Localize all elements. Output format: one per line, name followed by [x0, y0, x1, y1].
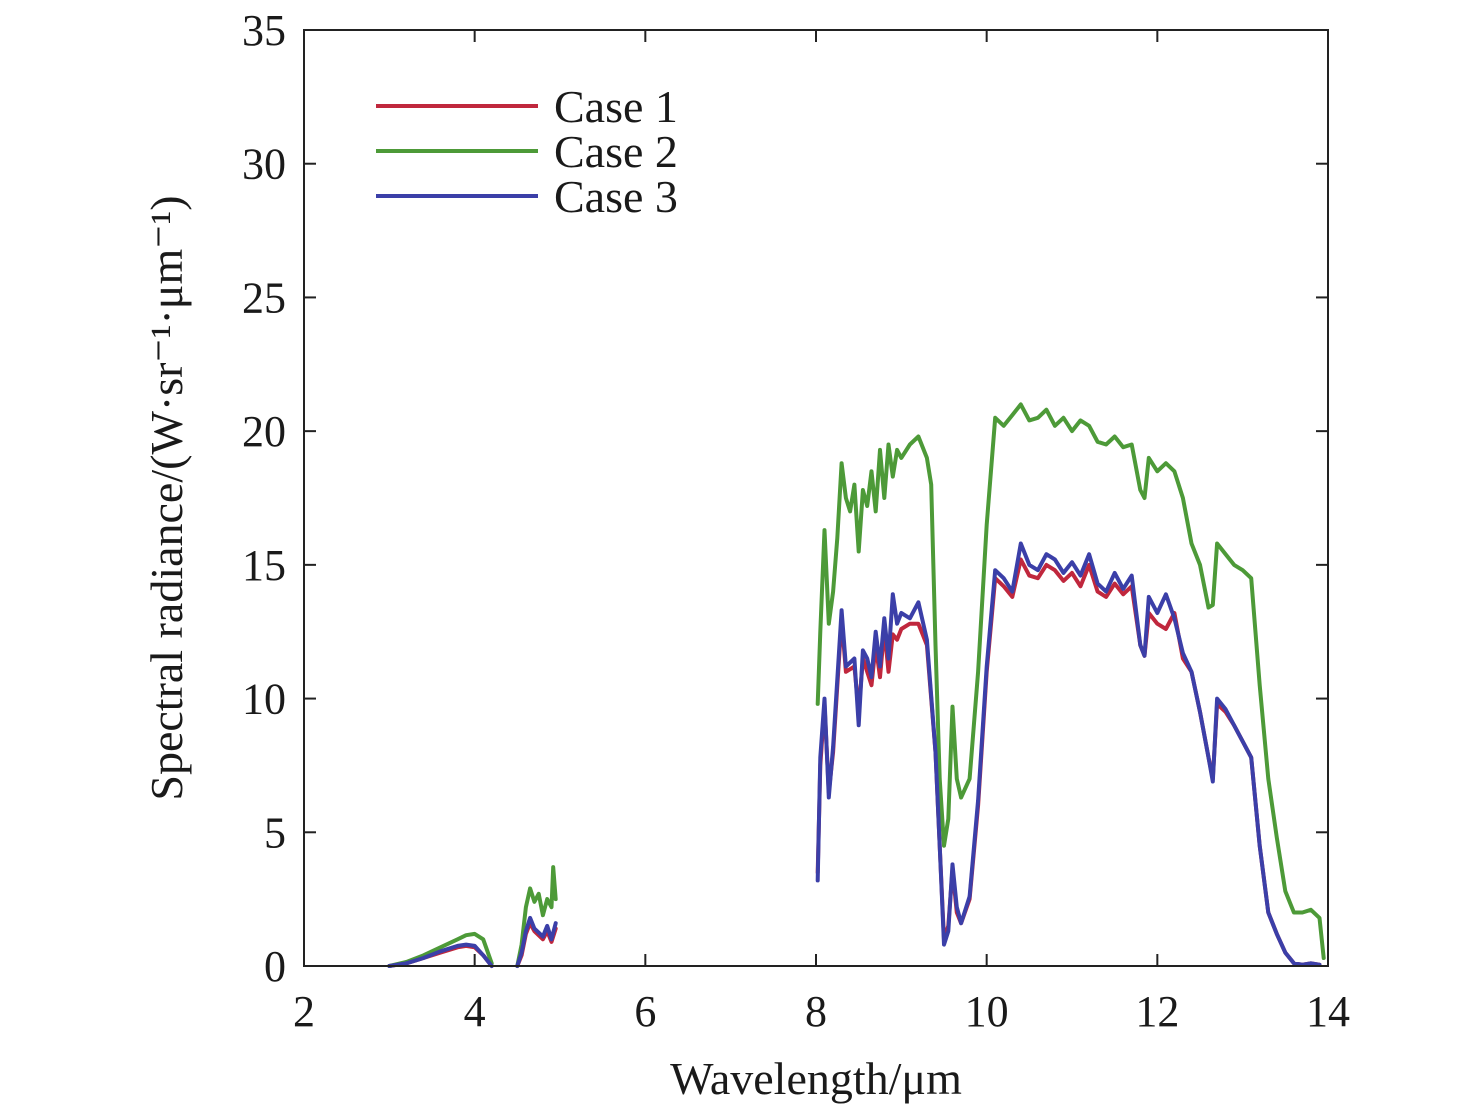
- plot-lines: [387, 402, 1326, 968]
- x-axis-ticks: 2 4 6 8 10 12 14: [293, 30, 1350, 1036]
- plot-frame: [303, 29, 1329, 967]
- y-tick-label: 0: [264, 942, 286, 991]
- y-axis-title: Spectral radiance/(W·sr⁻¹·μm⁻¹): [141, 195, 192, 800]
- y-tick-label: 10: [242, 675, 286, 724]
- legend-label-case-1: Case 1: [554, 81, 678, 132]
- series-line-case-3: [515, 915, 558, 968]
- x-tick-label: 4: [464, 987, 486, 1036]
- y-axis-ticks: 0 5 10 15 20 25 30 35: [242, 6, 1328, 991]
- x-tick-label: 8: [805, 987, 827, 1036]
- y-tick-label: 15: [242, 541, 286, 590]
- x-tick-label: 14: [1306, 987, 1350, 1036]
- y-tick-label: 35: [242, 6, 286, 55]
- y-tick-label: 25: [242, 273, 286, 322]
- legend-label-case-3: Case 3: [554, 171, 678, 222]
- series-line-case-2: [815, 402, 1326, 960]
- x-tick-label: 6: [634, 987, 656, 1036]
- x-tick-label: 10: [965, 987, 1009, 1036]
- y-tick-label: 30: [242, 140, 286, 189]
- legend-label-case-2: Case 2: [554, 126, 678, 177]
- x-tick-label: 12: [1135, 987, 1179, 1036]
- series-line-case-3: [387, 942, 494, 968]
- series-line-case-2: [515, 865, 558, 968]
- x-tick-label: 2: [293, 987, 315, 1036]
- series-line-case-3: [815, 541, 1322, 967]
- x-axis-title: Wavelength/μm: [670, 1053, 962, 1104]
- y-tick-label: 5: [264, 808, 286, 857]
- y-tick-label: 20: [242, 407, 286, 456]
